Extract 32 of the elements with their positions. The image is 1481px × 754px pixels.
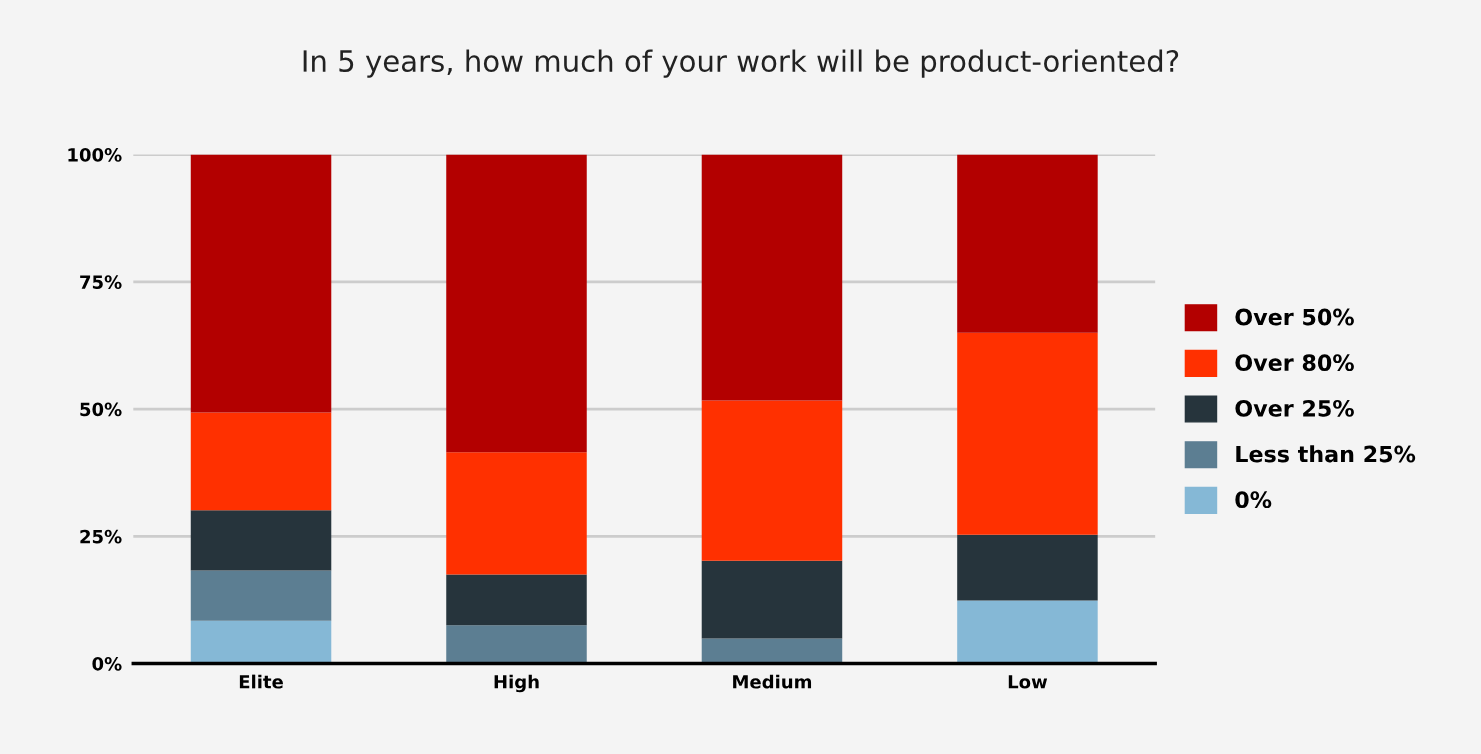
y-tick-label: 100% xyxy=(68,148,122,162)
legend-label: Over 50% xyxy=(1235,308,1354,326)
bar xyxy=(957,534,1098,601)
bar xyxy=(701,560,843,639)
bar xyxy=(701,154,843,401)
bar xyxy=(446,452,587,575)
bar xyxy=(957,600,1098,664)
x-tick-label: Elite xyxy=(239,674,283,689)
y-tick-label: 25% xyxy=(80,529,122,544)
x-tick-label: Low xyxy=(1008,675,1048,689)
x-tick-label: Medium xyxy=(733,674,812,689)
bar xyxy=(446,574,587,626)
bar xyxy=(446,154,587,453)
legend-label: Over 25% xyxy=(1235,399,1354,417)
bar xyxy=(446,625,587,664)
y-tick-label: 75% xyxy=(80,275,122,289)
bar xyxy=(190,510,332,571)
chart-title: In 5 years, how much of your work will be product-oriented? xyxy=(303,49,1179,78)
legend-label: 0% xyxy=(1235,491,1272,509)
bar xyxy=(957,332,1098,535)
bar xyxy=(957,154,1098,333)
bar xyxy=(701,400,843,561)
x-tick-label: High xyxy=(494,674,539,693)
y-tick-label: 0% xyxy=(92,656,122,671)
bar xyxy=(190,154,332,413)
bar xyxy=(190,412,332,511)
y-tick-label: 50% xyxy=(80,402,122,417)
bar xyxy=(701,638,843,664)
legend-label: Over 80% xyxy=(1235,354,1354,372)
bar xyxy=(190,620,332,664)
bar xyxy=(190,570,332,621)
legend-label: Less than 25% xyxy=(1236,445,1416,463)
